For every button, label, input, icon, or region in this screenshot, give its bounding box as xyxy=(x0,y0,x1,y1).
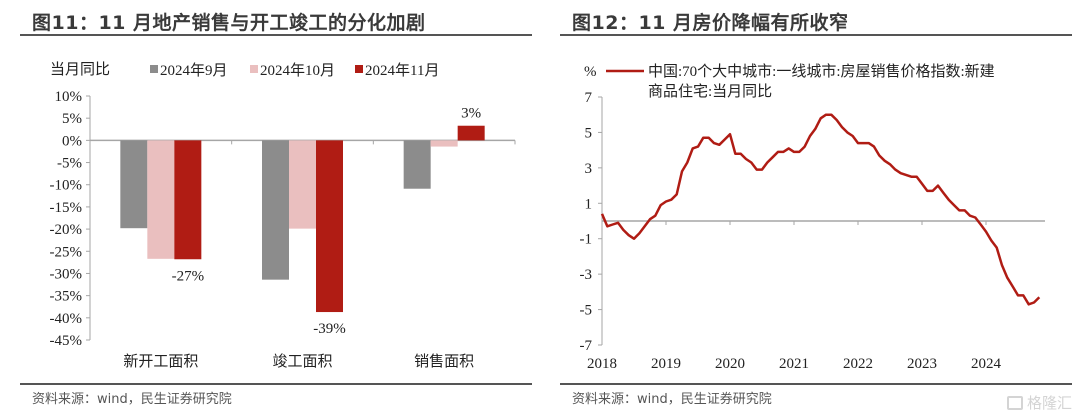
x-tick-label: 2021 xyxy=(779,356,809,372)
bar xyxy=(457,125,485,141)
y-tick-label: -5% xyxy=(57,156,82,172)
x-tick-label: 2024 xyxy=(971,356,1002,372)
y-tick-label: -5 xyxy=(580,303,593,319)
y-tick-label: 0% xyxy=(62,133,82,149)
series-line xyxy=(600,113,1041,306)
bar-chart: 当月同比 2024年9月 2024年10月 2024年11月 10% 5% 0% -5% -… xyxy=(50,61,516,370)
series xyxy=(600,113,1041,306)
y-tick-label: -35% xyxy=(50,289,83,305)
legend-label-line2: 商品住宅:当月同比 xyxy=(648,83,772,100)
y-tick-label: 5% xyxy=(62,111,82,127)
figure-12-panel: 图12：11 月房价降幅有所收窄 % 中国:70个大中城市:一线城市:房屋销售价… xyxy=(540,0,1080,417)
y-tick-label: 5 xyxy=(585,125,593,141)
data-label: 3% xyxy=(461,106,481,122)
bar xyxy=(147,140,175,259)
y-tick-label: -45% xyxy=(50,333,83,349)
y-tick-label: -15% xyxy=(50,200,83,216)
y-tick-label: -30% xyxy=(50,266,83,282)
legend-swatch xyxy=(250,65,258,73)
legend-swatch xyxy=(355,65,363,73)
x-tick-label: 新开工面积 xyxy=(123,353,198,370)
y-tick-label: 7 xyxy=(585,90,593,106)
y-tick-label: 1 xyxy=(585,196,593,212)
x-tick-label: 2018 xyxy=(587,356,617,372)
line-chart: % 中国:70个大中城市:一线城市:房屋销售价格指数:新建 商品住宅:当月同比 … xyxy=(580,63,1045,372)
x-tick-label: 竣工面积 xyxy=(272,353,332,370)
bar xyxy=(316,140,343,313)
legend-label: 2024年11月 xyxy=(365,62,439,79)
bar xyxy=(289,140,316,229)
y-tick-label: 3 xyxy=(585,161,593,177)
legend-swatch xyxy=(150,65,158,73)
bar xyxy=(120,140,148,229)
y-tick-label: -10% xyxy=(50,178,83,194)
x-tick-label: 2022 xyxy=(843,356,873,372)
watermark-logo-icon xyxy=(1006,395,1023,410)
data-label: -27% xyxy=(172,268,205,284)
y-tick-label: -1 xyxy=(580,232,593,248)
y-tick-label: -7 xyxy=(580,338,593,354)
bars xyxy=(120,125,485,313)
data-label: -39% xyxy=(313,321,346,337)
legend: 2024年9月 2024年10月 2024年11月 xyxy=(150,62,439,79)
bar xyxy=(174,140,202,260)
figure-12-title: 图12：11 月房价降幅有所收窄 xyxy=(572,12,849,34)
axes: 7 5 3 1 -1 -3 -5 -7 2018 2019 2020 2021 2022 2023 2024 xyxy=(580,90,1045,372)
y-tick-label: -3 xyxy=(580,267,593,283)
x-tick-label: 2023 xyxy=(907,356,937,372)
legend-label: 2024年10月 xyxy=(260,62,335,79)
data-labels: -27% -39% 3% xyxy=(172,106,482,337)
y-tick-label: 10% xyxy=(55,89,83,105)
x-tick-label: 2020 xyxy=(715,356,745,372)
source-divider xyxy=(560,383,1072,385)
y-axis-unit: % xyxy=(584,64,597,80)
bar xyxy=(430,140,458,147)
y-tick-label: -40% xyxy=(50,311,83,327)
figure-11-title: 图11：11 月地产销售与开工竣工的分化加剧 xyxy=(32,12,426,34)
legend-label-line1: 中国:70个大中城市:一线城市:房屋销售价格指数:新建 xyxy=(648,63,995,80)
figure-11-panel: 图11：11 月地产销售与开工竣工的分化加剧 当月同比 2024年9月 2024年… xyxy=(20,12,532,407)
watermark: 格隆汇 xyxy=(1006,392,1072,413)
x-tick-label: 2019 xyxy=(651,356,681,372)
title-divider xyxy=(20,34,532,36)
y-tick-label: -25% xyxy=(50,244,83,260)
bar xyxy=(262,140,289,280)
legend-label: 2024年9月 xyxy=(160,62,228,79)
title-divider xyxy=(560,34,1072,36)
bar xyxy=(403,140,431,189)
source-note: 资料来源：wind，民生证券研究院 xyxy=(32,392,232,407)
axes: 10% 5% 0% -5% -10% -15% -20% -25% -30% -35% -40% -4… xyxy=(50,89,516,370)
watermark-text: 格隆汇 xyxy=(1026,394,1072,412)
x-tick-label: 销售面积 xyxy=(414,353,474,370)
y-axis-title: 当月同比 xyxy=(50,61,110,78)
source-note: 资料来源：wind，民生证券研究院 xyxy=(572,392,772,407)
source-divider xyxy=(20,383,532,385)
y-tick-label: -20% xyxy=(50,222,83,238)
